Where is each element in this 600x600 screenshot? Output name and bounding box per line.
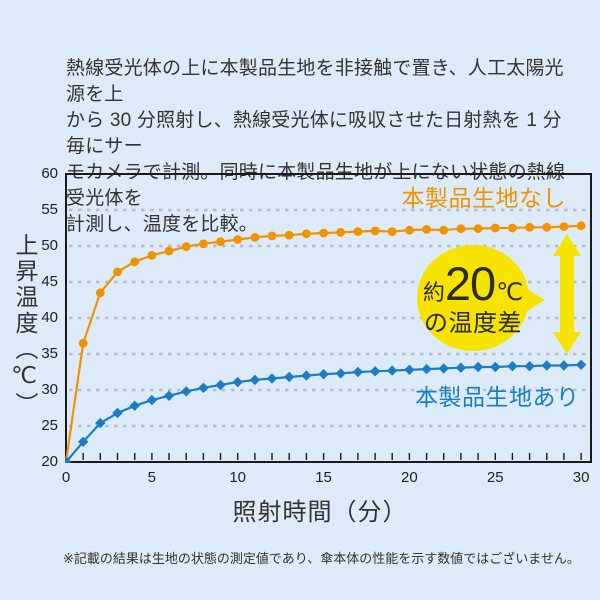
data-point-circle xyxy=(439,225,449,235)
y-tick-label: 25 xyxy=(41,417,58,434)
data-point-diamond xyxy=(301,370,312,381)
x-tick-label: 15 xyxy=(315,469,332,486)
data-point-circle xyxy=(302,229,311,239)
data-point-diamond xyxy=(318,369,329,380)
data-point-circle xyxy=(370,226,380,236)
data-point-diamond xyxy=(249,374,261,386)
data-point-circle xyxy=(216,237,225,247)
data-point-circle xyxy=(113,267,122,277)
data-point-circle xyxy=(199,239,208,249)
data-point-circle xyxy=(267,231,277,241)
y-tick-label: 40 xyxy=(41,309,58,326)
data-point-diamond xyxy=(65,456,72,463)
data-point-circle xyxy=(387,227,397,236)
data-point-diamond xyxy=(163,390,175,401)
y-tick-label: 45 xyxy=(41,273,58,290)
data-point-circle xyxy=(147,251,157,260)
data-point-circle xyxy=(525,222,534,232)
plot-frame xyxy=(65,173,592,463)
y-tick-label: 60 xyxy=(41,165,58,182)
badge-pointer-icon xyxy=(525,288,545,312)
data-point-circle xyxy=(181,242,191,252)
temp-diff-badge-line1: 約 20 ℃ xyxy=(423,260,523,307)
data-point-diamond xyxy=(215,379,226,391)
data-point-diamond xyxy=(198,382,209,393)
x-tick-label: 30 xyxy=(572,469,590,486)
data-point-diamond xyxy=(558,360,570,371)
temp-diff-label: の温度差 xyxy=(424,310,522,337)
temp-diff-badge: 約 20 ℃ の温度差 xyxy=(417,245,529,351)
data-point-diamond xyxy=(181,386,192,397)
temp-diff-arrow-icon xyxy=(553,234,581,354)
data-point-circle xyxy=(284,230,294,240)
x-tick-label: 25 xyxy=(486,469,504,486)
temp-diff-prefix: 約 xyxy=(422,280,445,305)
temp-diff-value: 20 xyxy=(444,257,496,310)
data-point-circle xyxy=(405,225,414,235)
x-tick-label: 10 xyxy=(229,469,247,486)
data-point-diamond xyxy=(438,363,449,374)
data-point-circle xyxy=(559,222,569,231)
data-point-circle xyxy=(473,224,483,234)
temp-diff-unit: ℃ xyxy=(496,279,524,306)
data-point-diamond xyxy=(455,362,467,373)
data-point-diamond xyxy=(524,361,535,372)
data-point-diamond xyxy=(284,371,295,383)
y-tick-label: 35 xyxy=(41,345,58,362)
data-point-diamond xyxy=(335,368,346,379)
y-tick-label: 50 xyxy=(41,237,58,254)
y-tick-label: 55 xyxy=(41,201,58,218)
data-point-diamond xyxy=(352,366,364,378)
data-point-circle xyxy=(353,227,363,236)
data-point-diamond xyxy=(541,360,552,371)
data-point-diamond xyxy=(387,365,398,376)
x-tick-label: 5 xyxy=(147,469,157,486)
disclaimer-note: ※記載の結果は生地の状態の測定値であり、傘本体の性能を示す数値ではございません。 xyxy=(63,551,580,566)
data-point-circle xyxy=(78,338,88,348)
data-point-circle xyxy=(542,222,552,232)
y-tick-label: 20 xyxy=(41,453,58,470)
x-tick-label: 0 xyxy=(61,469,71,486)
data-point-circle xyxy=(130,257,140,267)
data-point-circle xyxy=(336,227,346,237)
data-point-diamond xyxy=(507,361,518,372)
data-point-diamond xyxy=(112,407,123,419)
data-point-diamond xyxy=(490,361,501,373)
temperature-line-chart xyxy=(65,173,592,463)
data-point-diamond xyxy=(232,376,243,388)
data-point-circle xyxy=(233,235,243,244)
data-point-diamond xyxy=(472,361,484,373)
data-point-circle xyxy=(508,223,517,233)
data-point-circle xyxy=(164,246,174,256)
data-point-diamond xyxy=(129,400,140,411)
data-point-diamond xyxy=(146,394,158,406)
x-tick-label: 20 xyxy=(401,469,418,486)
data-point-circle xyxy=(456,224,466,234)
data-point-circle xyxy=(576,221,586,231)
data-point-diamond xyxy=(266,373,278,384)
data-point-circle xyxy=(319,228,328,238)
data-point-circle xyxy=(250,233,260,242)
data-point-circle xyxy=(95,288,105,298)
method-description: 熱線受光体の上に本製品生地を非接触で置き、人工太陽光源を上 から 30 分照射し… xyxy=(66,58,566,235)
data-point-circle xyxy=(422,225,431,234)
y-axis-label: 上昇温度（℃） xyxy=(12,233,38,418)
data-point-diamond xyxy=(369,366,381,377)
data-point-circle xyxy=(490,223,500,233)
data-point-diamond xyxy=(575,359,587,370)
y-tick-label: 30 xyxy=(41,381,58,398)
series-label-without-fabric: 本製品生地なし xyxy=(401,185,566,211)
x-axis-label: 照射時間（分） xyxy=(232,499,408,526)
data-point-diamond xyxy=(95,417,106,429)
series-label-with-fabric: 本製品生地あり xyxy=(415,384,580,410)
data-point-diamond xyxy=(404,364,415,375)
data-point-diamond xyxy=(421,363,432,375)
